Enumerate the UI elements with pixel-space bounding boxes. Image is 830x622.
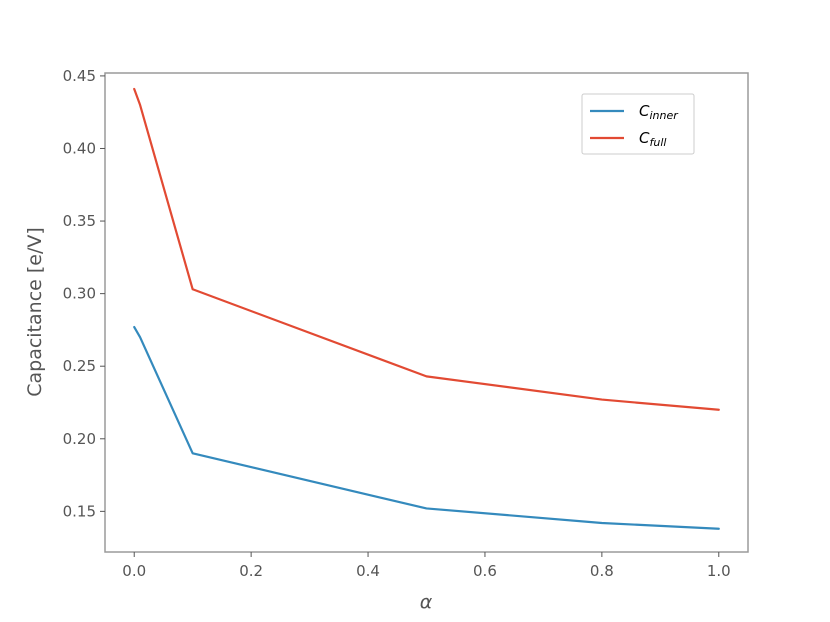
series-line-full <box>133 87 720 411</box>
legend-label-full-sub: full <box>649 136 666 149</box>
series-line-inner <box>133 325 720 530</box>
x-tick-label: 0.4 <box>356 562 380 580</box>
y-axis-title: Capacitance [e/V] <box>24 227 46 397</box>
x-tick-label: 0.0 <box>122 562 146 580</box>
series-layer <box>133 87 720 530</box>
y-tick-label: 0.35 <box>63 212 96 230</box>
y-tick-label: 0.30 <box>63 285 96 303</box>
legend-label-full-main: C <box>639 129 650 147</box>
x-tick-label: 0.6 <box>473 562 497 580</box>
ticks-layer: 0.0 0.2 0.4 0.6 0.8 1.0 0.15 0.20 0.25 0.30 0.35 0.… <box>63 67 731 580</box>
y-tick-label: 0.15 <box>63 502 96 520</box>
legend-label-inner-sub: inner <box>649 109 679 122</box>
y-tick-label: 0.45 <box>63 67 96 85</box>
x-tick-label: 0.2 <box>239 562 263 580</box>
legend-label-inner-main: C <box>639 102 650 120</box>
y-tick-label: 0.25 <box>63 357 96 375</box>
y-tick-label: 0.20 <box>63 430 96 448</box>
legend-box <box>581 93 695 155</box>
legend-label-full: Cfull <box>639 129 666 149</box>
legend-label-inner: Cinner <box>639 102 679 122</box>
x-tick-label: 0.8 <box>590 562 614 580</box>
y-tick-label: 0.40 <box>63 139 96 157</box>
x-tick-label: 1.0 <box>707 562 731 580</box>
legend: Cinner Cfull <box>581 93 695 155</box>
x-axis-title: α <box>420 591 433 613</box>
